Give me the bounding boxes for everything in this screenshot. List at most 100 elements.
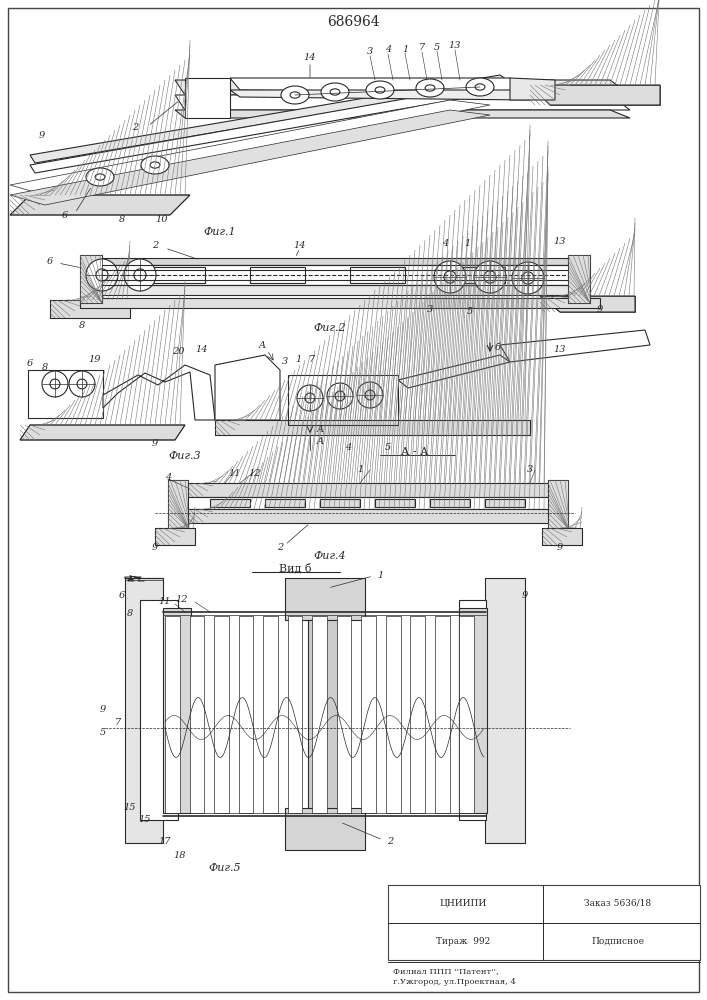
Polygon shape bbox=[530, 85, 660, 105]
Bar bbox=[337, 616, 351, 813]
Bar bbox=[288, 616, 303, 813]
Bar bbox=[485, 499, 525, 507]
Ellipse shape bbox=[466, 78, 494, 96]
Ellipse shape bbox=[86, 168, 114, 186]
Text: 4: 4 bbox=[385, 45, 391, 54]
Text: Заказ 5636/18: Заказ 5636/18 bbox=[585, 898, 652, 908]
Polygon shape bbox=[10, 110, 490, 205]
Polygon shape bbox=[20, 425, 185, 440]
Bar bbox=[312, 616, 327, 813]
Polygon shape bbox=[155, 528, 195, 545]
Bar bbox=[263, 616, 278, 813]
Polygon shape bbox=[10, 100, 490, 195]
Ellipse shape bbox=[330, 89, 340, 95]
Ellipse shape bbox=[434, 261, 466, 293]
Text: 6: 6 bbox=[27, 359, 33, 367]
Bar bbox=[388, 885, 700, 960]
Text: 12: 12 bbox=[249, 468, 262, 478]
Polygon shape bbox=[500, 330, 650, 362]
Ellipse shape bbox=[297, 385, 323, 411]
Bar bbox=[460, 616, 474, 813]
Text: 3: 3 bbox=[427, 306, 433, 314]
Text: 1: 1 bbox=[357, 466, 363, 475]
Ellipse shape bbox=[474, 261, 506, 293]
Polygon shape bbox=[398, 355, 510, 388]
Text: 1: 1 bbox=[377, 570, 383, 580]
Bar bbox=[459, 600, 486, 820]
Bar bbox=[410, 616, 425, 813]
Ellipse shape bbox=[375, 87, 385, 93]
Text: Фиг.5: Фиг.5 bbox=[209, 863, 241, 873]
Bar bbox=[485, 578, 525, 843]
Bar bbox=[375, 499, 415, 507]
Text: 3: 3 bbox=[367, 47, 373, 56]
Text: 1: 1 bbox=[402, 44, 408, 53]
Text: 11: 11 bbox=[159, 596, 171, 605]
Text: Подписное: Подписное bbox=[592, 936, 645, 946]
Bar bbox=[288, 375, 398, 425]
Bar bbox=[459, 608, 487, 813]
Bar bbox=[28, 370, 103, 418]
Polygon shape bbox=[175, 80, 630, 95]
Text: Фиг.3: Фиг.3 bbox=[169, 451, 201, 461]
Bar bbox=[165, 616, 180, 813]
Polygon shape bbox=[215, 355, 280, 420]
Text: б: б bbox=[495, 344, 501, 353]
Text: 1: 1 bbox=[295, 356, 301, 364]
Text: 10: 10 bbox=[156, 216, 168, 225]
Bar bbox=[568, 255, 590, 303]
Text: Фиг.2: Фиг.2 bbox=[314, 323, 346, 333]
Text: 14: 14 bbox=[196, 346, 209, 355]
Text: 9: 9 bbox=[152, 438, 158, 448]
Polygon shape bbox=[103, 365, 215, 420]
Polygon shape bbox=[100, 258, 570, 265]
Polygon shape bbox=[100, 285, 570, 295]
Polygon shape bbox=[542, 528, 582, 545]
Text: 14: 14 bbox=[293, 241, 306, 250]
Text: 5: 5 bbox=[467, 306, 473, 316]
Text: Тираж  992: Тираж 992 bbox=[436, 936, 490, 946]
Text: 6: 6 bbox=[119, 590, 125, 599]
Text: 4: 4 bbox=[345, 442, 351, 452]
Text: 8: 8 bbox=[119, 216, 125, 225]
Bar bbox=[140, 600, 178, 820]
Polygon shape bbox=[50, 300, 130, 318]
Bar bbox=[430, 499, 470, 507]
Text: 8: 8 bbox=[79, 320, 85, 330]
Text: 19: 19 bbox=[89, 356, 101, 364]
Bar bbox=[189, 616, 204, 813]
Bar bbox=[150, 267, 205, 283]
Bar bbox=[214, 616, 229, 813]
Bar bbox=[285, 808, 365, 850]
Ellipse shape bbox=[512, 262, 544, 294]
Ellipse shape bbox=[522, 272, 534, 284]
Text: 13: 13 bbox=[554, 346, 566, 355]
Polygon shape bbox=[230, 78, 530, 93]
Ellipse shape bbox=[425, 85, 435, 91]
Ellipse shape bbox=[50, 379, 60, 389]
Ellipse shape bbox=[124, 259, 156, 291]
Bar bbox=[548, 480, 568, 528]
Bar bbox=[386, 616, 401, 813]
Ellipse shape bbox=[416, 79, 444, 97]
Text: 5: 5 bbox=[100, 728, 106, 737]
Bar bbox=[361, 616, 376, 813]
Text: 9: 9 bbox=[39, 130, 45, 139]
Text: Фиг.4: Фиг.4 bbox=[314, 551, 346, 561]
Text: 5: 5 bbox=[434, 42, 440, 51]
Text: 2: 2 bbox=[387, 838, 393, 846]
Text: 13: 13 bbox=[449, 41, 461, 50]
Bar bbox=[450, 267, 505, 283]
Bar bbox=[163, 608, 191, 813]
Ellipse shape bbox=[484, 271, 496, 283]
Bar bbox=[188, 483, 548, 497]
Polygon shape bbox=[175, 95, 630, 110]
Ellipse shape bbox=[321, 83, 349, 101]
Polygon shape bbox=[80, 298, 600, 308]
Text: A: A bbox=[317, 438, 324, 446]
Text: 9: 9 bbox=[100, 705, 106, 714]
Polygon shape bbox=[510, 78, 555, 100]
Text: г.Ужгород, ул.Проектная, 4: г.Ужгород, ул.Проектная, 4 bbox=[393, 978, 516, 986]
Text: Вид б: Вид б bbox=[279, 563, 311, 573]
Ellipse shape bbox=[475, 84, 485, 90]
